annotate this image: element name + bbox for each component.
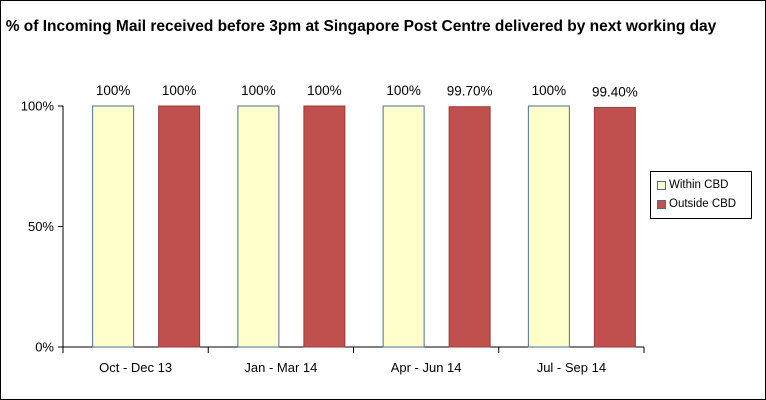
bar-outside-cbd <box>593 106 636 348</box>
data-label: 100% <box>162 83 197 98</box>
bar-within-cbd <box>92 105 135 348</box>
data-label: 100% <box>386 83 421 98</box>
bar-outside-cbd <box>448 106 491 348</box>
chart-title: % of Incoming Mail received before 3pm a… <box>5 18 717 35</box>
x-tick-label: Apr - Jun 14 <box>391 360 462 375</box>
data-label: 99.40% <box>592 84 638 99</box>
y-tick-label: 50% <box>28 219 54 234</box>
legend-label-within-cbd: Within CBD <box>669 179 729 191</box>
y-tick-label: 100% <box>21 99 55 114</box>
legend-swatch-within-cbd <box>657 180 666 190</box>
x-tick-label: Jul - Sep 14 <box>537 360 606 375</box>
data-label: 100% <box>96 83 131 98</box>
legend-swatch-outside-cbd <box>657 199 666 209</box>
data-label: 100% <box>532 83 567 98</box>
bar-outside-cbd <box>158 105 201 348</box>
legend-item-within-cbd: Within CBD <box>657 179 728 191</box>
bar-within-cbd <box>527 105 570 348</box>
chart-legend: Within CBD Outside CBD <box>650 171 752 219</box>
x-tick-label: Jan - Mar 14 <box>244 360 317 375</box>
bar-outside-cbd <box>303 105 346 348</box>
legend-label-outside-cbd: Outside CBD <box>669 198 737 210</box>
data-label: 100% <box>307 83 342 98</box>
data-label: 100% <box>241 83 276 98</box>
y-tick-label: 0% <box>35 340 54 355</box>
data-label: 99.70% <box>447 84 493 99</box>
bar-within-cbd <box>237 105 280 348</box>
legend-item-outside-cbd: Outside CBD <box>657 198 736 210</box>
bar-within-cbd <box>382 105 425 348</box>
x-tick-label: Oct - Dec 13 <box>99 360 172 375</box>
